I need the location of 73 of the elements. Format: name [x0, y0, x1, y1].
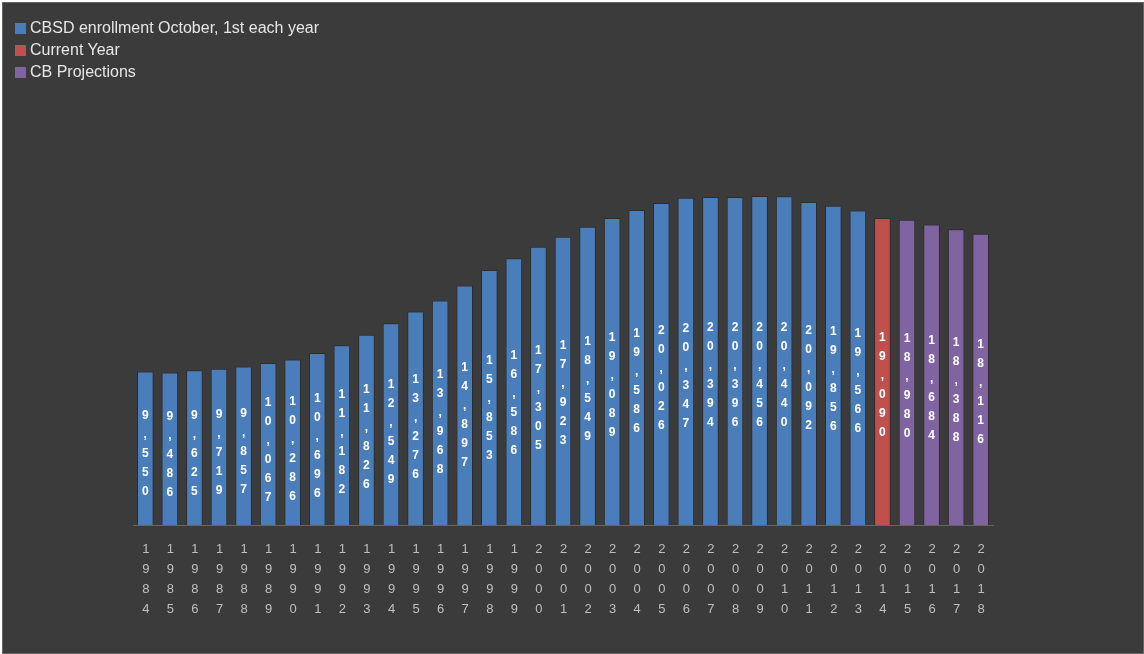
x-tick-label: 1994	[384, 541, 399, 621]
data-label: 13,968	[433, 366, 448, 481]
x-tick-label: 1991	[310, 541, 326, 621]
x-tick-label: 2014	[875, 541, 891, 621]
data-label: 11,826	[359, 382, 374, 497]
x-tick-label: 2012	[826, 541, 842, 621]
x-tick-label: 1987	[212, 541, 227, 621]
data-label: 18,549	[580, 333, 595, 448]
data-label: 20,394	[703, 320, 718, 435]
x-tick-label: 2010	[777, 541, 793, 621]
x-tick-label: 1990	[285, 541, 301, 621]
data-label: 19,566	[850, 326, 865, 441]
x-tick-label: 1986	[187, 541, 203, 621]
data-label: 17,305	[531, 342, 546, 457]
x-tick-label: 2002	[580, 541, 596, 621]
data-label: 12,549	[384, 377, 398, 492]
data-label: 9,857	[236, 406, 251, 502]
data-label: 16,586	[506, 347, 521, 462]
x-tick-label: 2008	[728, 541, 743, 621]
data-label: 10,067	[261, 395, 276, 510]
data-label: 19,090	[875, 329, 890, 444]
x-tick-label: 2017	[949, 541, 965, 621]
x-tick-label: 1996	[433, 541, 449, 621]
x-tick-label: 1989	[261, 541, 277, 621]
data-label: 10,696	[310, 390, 325, 505]
x-tick-label: 1992	[334, 541, 350, 621]
x-tick-label: 2011	[801, 541, 817, 621]
x-tick-label: 1995	[408, 541, 424, 621]
data-label: 20,347	[678, 320, 693, 435]
x-tick-label: 2018	[973, 541, 989, 621]
data-label: 18,388	[949, 334, 964, 449]
x-tick-label: 1999	[506, 541, 522, 621]
x-tick-label: 2004	[629, 541, 645, 621]
data-label: 9,486	[162, 408, 177, 504]
x-tick-label: 1998	[482, 541, 498, 621]
legend-label: CB Projections	[30, 62, 136, 82]
x-tick-label: 1984	[138, 541, 154, 621]
x-tick-label: 2003	[605, 541, 621, 621]
data-label: 19,856	[826, 324, 841, 439]
data-label: 9,625	[187, 407, 202, 503]
data-label: 18,116	[973, 336, 988, 451]
data-label: 20,440	[777, 320, 792, 435]
legend-label: CBSD enrollment October, 1st each year	[30, 18, 320, 38]
data-label: 11,182	[334, 387, 349, 502]
x-tick-label: 2005	[654, 541, 670, 621]
data-label: 18,684	[924, 332, 939, 447]
x-tick-label: 2016	[924, 541, 940, 621]
data-label: 20,456	[752, 319, 767, 434]
x-tick-label: 2007	[703, 541, 719, 621]
x-tick-label: 1993	[359, 541, 375, 621]
data-label: 18,980	[900, 330, 914, 445]
data-label: 20,396	[728, 320, 742, 435]
data-label: 19,586	[629, 326, 644, 441]
data-label: 9,719	[212, 407, 226, 503]
data-label: 17,923	[556, 338, 570, 453]
data-label: 19,089	[605, 329, 620, 444]
data-label: 14,897	[457, 360, 472, 475]
data-label: 20,026	[654, 323, 669, 438]
x-tick-label: 2013	[850, 541, 866, 621]
x-tick-label: 1997	[457, 541, 473, 621]
x-tick-label: 2006	[678, 541, 694, 621]
x-tick-label: 2009	[752, 541, 768, 621]
x-tick-label: 2015	[900, 541, 915, 621]
data-label: 20,092	[801, 322, 816, 437]
data-label: 9,550	[138, 408, 153, 504]
data-label: 15,853	[482, 353, 497, 468]
x-tick-label: 1988	[236, 541, 252, 621]
legend-label: Current Year	[30, 40, 120, 60]
data-label: 10,286	[285, 393, 300, 508]
x-tick-label: 1985	[162, 541, 178, 621]
x-tick-label: 2000	[531, 541, 547, 621]
x-tick-label: 2001	[556, 541, 571, 621]
data-label: 13,276	[408, 371, 423, 486]
